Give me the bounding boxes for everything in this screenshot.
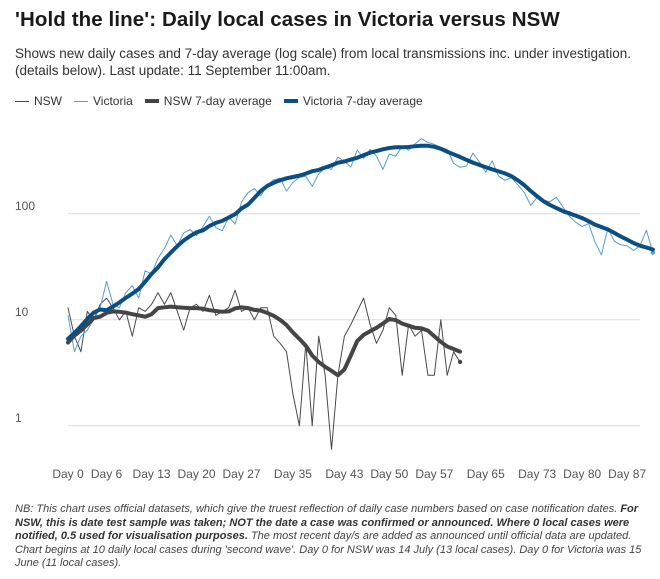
legend-label-victoria-avg: Victoria 7-day average: [302, 94, 423, 108]
legend-label-victoria: Victoria: [93, 94, 133, 108]
y-tick-label: 100: [15, 199, 35, 213]
chart-subtitle: Shows new daily cases and 7-day average …: [15, 46, 632, 78]
victoria-end-point: [650, 250, 656, 255]
x-tick-label: Day 80: [563, 467, 601, 481]
x-tick-label: Day 73: [518, 467, 556, 481]
nsw-7day-average-line: [66, 304, 462, 378]
legend-item-victoria-avg: Victoria 7-day average: [283, 94, 423, 108]
x-tick-label: Day 35: [274, 467, 312, 481]
footnote-bold: For NSW, this is date test sample was ta…: [15, 503, 639, 543]
chart-title: 'Hold the line': Daily local cases in Vi…: [15, 8, 560, 31]
x-tick-label: Day 6: [91, 467, 123, 481]
x-tick-label: Day 50: [370, 467, 408, 481]
x-tick-label: Day 57: [415, 467, 453, 481]
legend-label-nsw: NSW: [34, 94, 62, 108]
x-tick-label: Day 13: [133, 467, 171, 481]
x-tick-label: Day 27: [223, 467, 261, 481]
footnote-part-2: The most recent day/s are added as annou…: [15, 530, 642, 570]
nsw-line: [67, 289, 461, 450]
victoria-7day-average-line: [66, 143, 655, 341]
legend-swatch-victoria-avg: [283, 99, 298, 103]
legend-item-nsw-avg: NSW 7-day average: [144, 94, 272, 108]
chart-legend: NSW Victoria NSW 7-day average Victoria …: [15, 93, 435, 109]
legend-swatch-nsw-avg: [144, 99, 159, 103]
x-tick-label: Day 20: [178, 467, 216, 481]
x-tick-label: Day 65: [467, 467, 505, 481]
legend-swatch-nsw: [15, 100, 29, 102]
legend-swatch-victoria: [74, 100, 88, 102]
x-tick-label: Day 0: [52, 467, 84, 481]
y-tick-label: 1: [15, 411, 22, 425]
footnote-part-1: NB: This chart uses official datasets, w…: [15, 503, 621, 515]
x-tick-label: Day 43: [325, 467, 363, 481]
legend-item-nsw: NSW: [15, 94, 62, 108]
victoria-line: [67, 138, 654, 353]
legend-label-nsw-avg: NSW 7-day average: [163, 94, 272, 108]
legend-item-victoria: Victoria: [74, 94, 133, 108]
x-tick-label: Day 87: [608, 467, 646, 481]
nsw-end-point: [457, 359, 463, 365]
y-tick-label: 10: [15, 305, 29, 319]
chart-footnote: NB: This chart uses official datasets, w…: [15, 503, 655, 571]
